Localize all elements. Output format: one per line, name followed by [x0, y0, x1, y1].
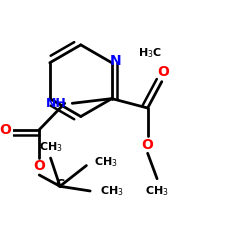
Text: CH$_3$: CH$_3$	[94, 155, 118, 169]
Text: NH: NH	[46, 97, 66, 110]
Text: N: N	[110, 54, 122, 68]
Text: O: O	[158, 65, 170, 79]
Text: O: O	[0, 123, 11, 137]
Text: CH$_3$: CH$_3$	[145, 184, 169, 198]
Text: O: O	[142, 138, 154, 152]
Text: O: O	[33, 160, 45, 173]
Text: H$_3$C: H$_3$C	[138, 46, 162, 60]
Text: CH$_3$: CH$_3$	[39, 140, 62, 153]
Text: C: C	[56, 178, 64, 191]
Text: CH$_3$: CH$_3$	[100, 184, 124, 198]
